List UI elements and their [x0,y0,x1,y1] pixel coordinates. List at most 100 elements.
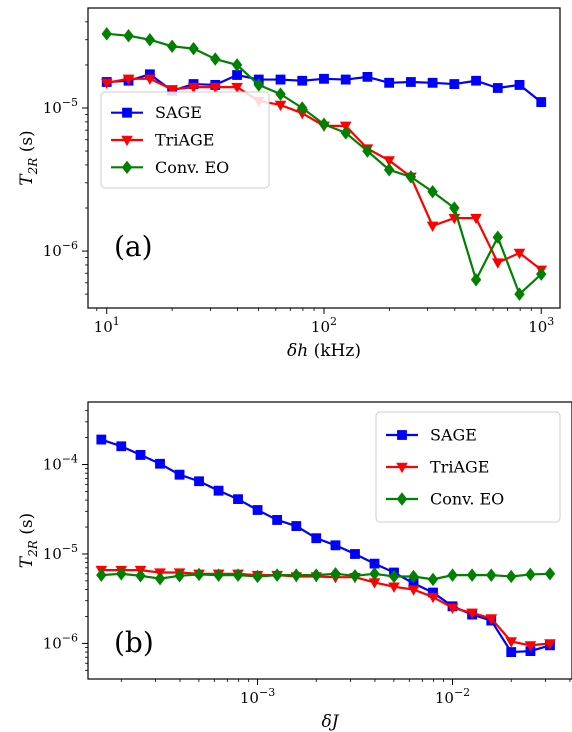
x-tick-label: 10−2 [435,686,470,707]
data-point [144,33,156,47]
legend-marker [397,430,407,440]
data-point [233,494,243,505]
legend-box [375,411,561,523]
legend: SAGE TriAGE Conv. EO [100,91,270,189]
data-point [470,273,482,287]
data-point [311,568,322,582]
data-point [449,201,460,215]
data-point [362,144,373,158]
data-point [340,74,351,85]
data-point [174,569,185,583]
data-point [471,75,481,86]
data-point [318,117,330,131]
panel-a-chart: 101 102 103 10−6 10−5 δh (kHz) T2R (s) SAGE TriA… [17,7,561,361]
legend-box [100,91,270,189]
data-point [514,287,525,301]
data-point [188,41,199,56]
data-point [505,637,518,648]
legend-marker [121,135,133,147]
data-point [349,569,361,583]
data-point [369,558,380,569]
data-point [252,569,263,584]
data-point [209,82,222,94]
y-axis-label: T2R (s) [17,130,40,185]
legend-entry: TriAGE [155,131,214,150]
data-point [513,248,526,260]
data-point [466,568,478,582]
data-point [330,567,341,581]
data-point [231,58,243,72]
data-point [506,569,517,584]
data-point [100,78,113,89]
data-point [486,568,497,582]
data-point [506,647,517,657]
data-point [485,614,498,625]
legend-marker [121,160,133,175]
data-point [524,641,537,652]
x-axis-label: δh (kHz) [287,341,361,361]
panel-b-chart: 10−3 10−2 10−6 10−5 10−4 δJ T2R (s) SAGE TriAGE C… [17,401,572,732]
data-point [319,73,329,84]
data-point [544,639,556,650]
data-point [427,572,439,587]
data-point [101,27,112,41]
data-point [449,79,460,89]
data-point [253,78,264,92]
data-point [154,571,166,586]
data-point [388,569,400,584]
y-tick-label: 10−4 [43,453,78,474]
data-point [297,101,308,115]
data-point [123,29,134,43]
data-point [407,585,420,596]
legend-marker [122,107,132,118]
data-point [275,87,286,101]
plot-frame [87,7,561,309]
data-point [492,230,504,244]
data-point [297,75,308,86]
data-point [466,608,478,619]
data-point [291,521,302,531]
y-tick-label: 10−6 [43,631,78,652]
data-point [213,568,224,582]
data-point [525,567,536,582]
plot-area [95,434,556,657]
data-point [405,170,417,184]
legend-entry: TriAGE [430,458,489,477]
y-tick-label: 10−6 [43,239,78,260]
legend-entry: SAGE [430,426,477,445]
data-point [426,221,439,233]
data-point [252,505,263,515]
data-point [231,82,243,94]
data-point [384,77,395,88]
data-point [275,74,286,85]
data-point [383,156,395,167]
data-point [144,74,156,85]
data-point [362,71,373,82]
plot-frame [87,401,572,680]
data-point [427,184,438,199]
y-tick-label: 10−5 [43,96,78,117]
data-point [174,469,185,480]
legend-marker [396,462,408,474]
plot-area [100,27,548,301]
data-point [427,592,439,604]
data-point [210,52,221,66]
legend: SAGE TriAGE Conv. EO [375,411,561,523]
legend-entry: Conv. EO [155,158,229,177]
data-point [232,568,244,582]
data-point [194,476,204,487]
data-point [447,568,458,582]
data-point [514,80,525,90]
data-point [96,434,107,445]
data-point [383,163,395,177]
y-tick-label: 10−5 [43,542,78,563]
data-point [272,515,283,525]
x-tick-label: 10−3 [240,686,275,707]
data-point [135,450,146,460]
data-point [166,85,178,96]
data-point [166,39,178,53]
x-tick-label: 101 [94,315,120,336]
data-point [405,77,416,87]
panel-label: (a) [114,230,153,263]
